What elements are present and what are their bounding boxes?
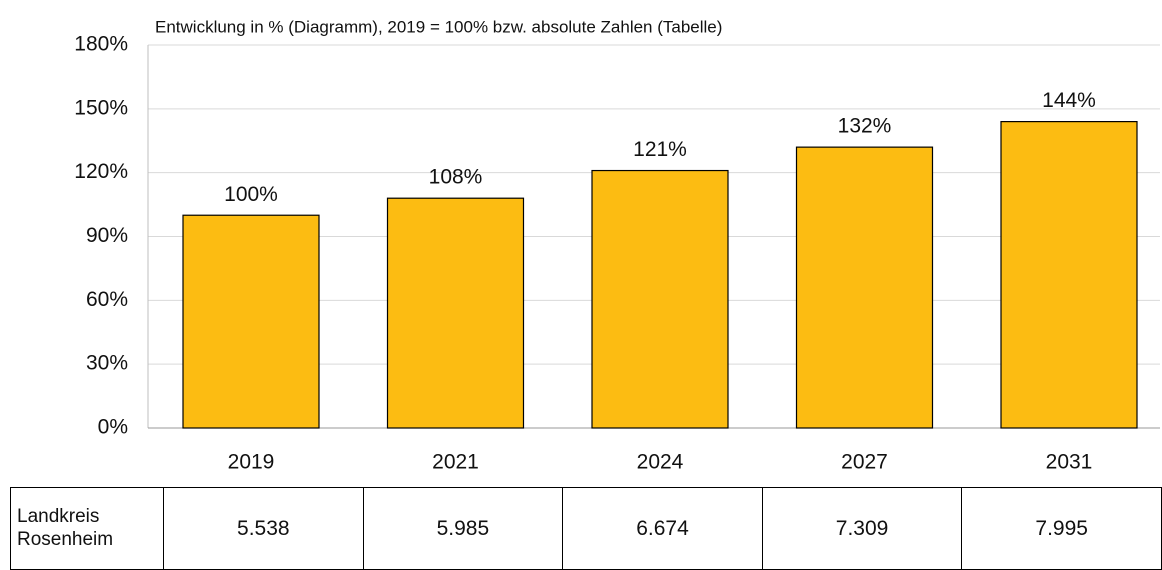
- table-cell: 6.674: [562, 487, 763, 570]
- x-tick-label: 2027: [841, 451, 888, 474]
- y-tick-label: 150%: [74, 96, 128, 119]
- y-tick-label: 60%: [86, 288, 128, 311]
- x-tick-label: 2024: [637, 451, 684, 474]
- y-tick-label: 180%: [74, 33, 128, 56]
- y-tick-label: 30%: [86, 352, 128, 375]
- row-label: Landkreis Rosenheim: [10, 487, 164, 570]
- data-label: 121%: [633, 138, 687, 161]
- y-tick-label: 0%: [98, 416, 128, 439]
- data-label: 100%: [224, 183, 278, 206]
- bar: [386, 197, 525, 429]
- bar: [1000, 120, 1138, 429]
- data-label: 132%: [838, 115, 892, 138]
- table-cell: 5.538: [163, 487, 364, 570]
- chart: Entwicklung in % (Diagramm), 2019 = 100%…: [74, 17, 1160, 474]
- data-label: 108%: [429, 166, 483, 189]
- y-tick-label: 120%: [74, 160, 128, 183]
- x-tick-label: 2021: [432, 451, 479, 474]
- table-cell: 5.985: [362, 487, 564, 570]
- bar: [182, 214, 320, 429]
- chart-subtitle: Entwicklung in % (Diagramm), 2019 = 100%…: [155, 17, 722, 36]
- x-tick-label: 2019: [228, 451, 275, 474]
- table-cell: 7.309: [761, 487, 963, 570]
- table-cell: 7.995: [961, 487, 1162, 570]
- bar: [591, 169, 729, 429]
- y-tick-label: 90%: [86, 224, 128, 247]
- x-tick-label: 2031: [1046, 451, 1093, 474]
- table-row: Landkreis Rosenheim 5.538 5.985 6.674 7.309…: [10, 487, 1162, 570]
- data-label: 144%: [1042, 89, 1096, 112]
- data-table: Landkreis Rosenheim 5.538 5.985 6.674 7.309…: [10, 487, 1162, 570]
- bar: [795, 146, 934, 429]
